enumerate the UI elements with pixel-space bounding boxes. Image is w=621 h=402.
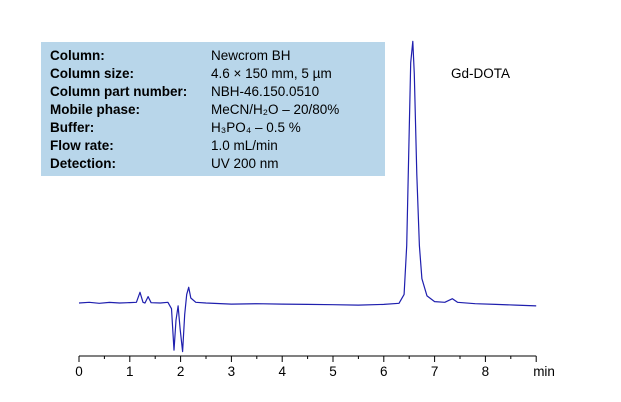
info-label-column-size: Column size: [50,66,135,81]
info-value-flow-rate: 1.0 mL/min [211,138,278,153]
peak-label-gd-dota: Gd-DOTA [451,66,511,81]
plot-area [78,40,537,353]
x-tick-label: 4 [278,364,286,379]
x-tick-label: 5 [329,364,337,379]
method-info-box: Column: Newcrom BH Column size: 4.6 × 15… [41,42,385,176]
x-tick-label: 1 [126,364,134,379]
x-tick-label: 2 [177,364,185,379]
x-tick-label: 6 [380,364,388,379]
x-tick-label: 8 [482,364,490,379]
info-label-flow-rate: Flow rate: [50,138,114,153]
info-value-part-number: NBH-46.150.0510 [211,84,320,99]
x-tick-label: 0 [75,364,83,379]
info-value-mobile-phase: MeCN/H₂O – 20/80% [211,102,340,117]
chromatogram-trace [78,40,537,353]
info-value-detection: UV 200 nm [211,156,279,171]
x-tick-label: 7 [431,364,439,379]
info-value-buffer: H₃PO₄ – 0.5 % [211,120,301,135]
info-label-column: Column: [50,48,105,63]
info-label-buffer: Buffer: [50,120,95,135]
info-label-part-number: Column part number: [50,84,188,99]
info-label-mobile-phase: Mobile phase: [50,102,141,117]
info-label-detection: Detection: [50,156,117,171]
x-axis-label: min [533,364,555,379]
x-tick-label: 3 [228,364,236,379]
info-value-column: Newcrom BH [211,48,291,63]
info-value-column-size: 4.6 × 150 mm, 5 µm [211,66,332,81]
x-axis-ticks: 0 1 2 3 4 5 6 7 8 [75,356,537,379]
